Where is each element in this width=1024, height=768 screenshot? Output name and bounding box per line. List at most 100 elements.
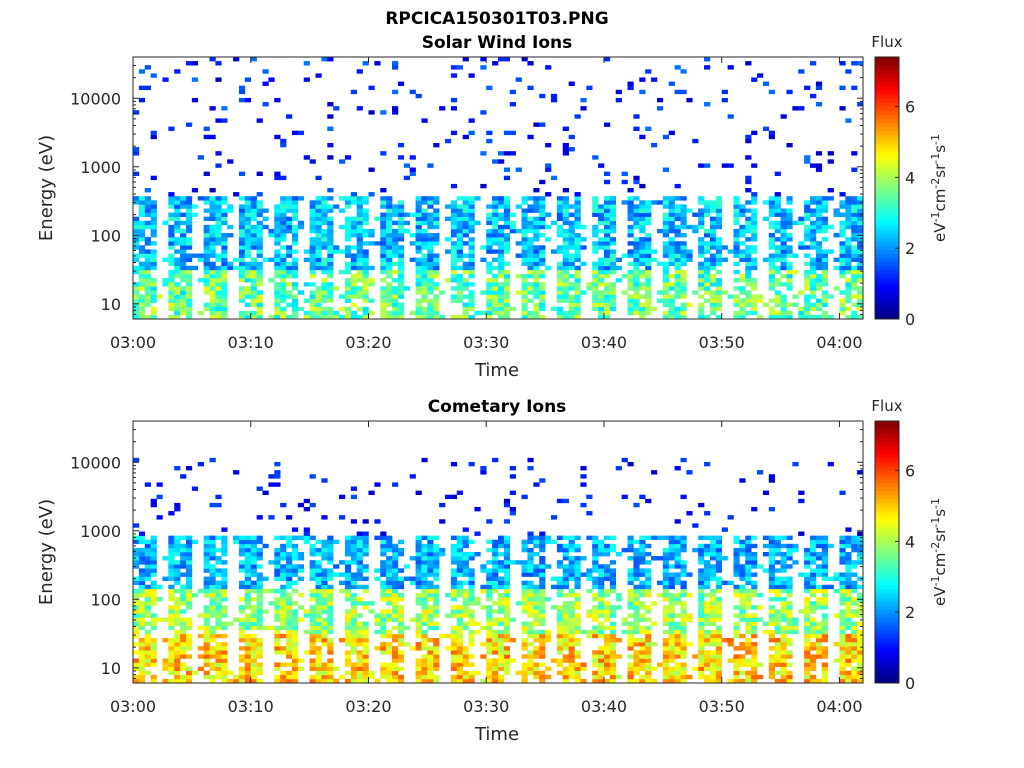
heatmap-cell bbox=[392, 605, 399, 610]
heatmap-cell bbox=[521, 200, 528, 205]
heatmap-cell bbox=[403, 163, 410, 168]
heatmap-cell bbox=[309, 646, 316, 651]
heatmap-cell bbox=[774, 253, 781, 258]
heatmap-cell bbox=[480, 470, 487, 475]
heatmap-cell bbox=[209, 457, 216, 463]
heatmap-cell bbox=[639, 572, 646, 577]
heatmap-cell bbox=[462, 278, 469, 283]
heatmap-cell bbox=[562, 237, 569, 242]
heatmap-cell bbox=[509, 102, 516, 107]
heatmap-cell bbox=[845, 253, 852, 258]
heatmap-cell bbox=[521, 302, 528, 308]
heatmap-cell bbox=[492, 568, 499, 573]
heatmap-cell bbox=[362, 633, 369, 639]
heatmap-cell bbox=[250, 617, 257, 622]
heatmap-cell bbox=[851, 249, 858, 254]
heatmap-cell bbox=[533, 265, 540, 271]
heatmap-cell bbox=[268, 77, 275, 82]
heatmap-cell bbox=[462, 269, 469, 275]
heatmap-cell bbox=[804, 298, 811, 303]
heatmap-cell bbox=[568, 310, 575, 316]
heatmap-cell bbox=[521, 314, 528, 320]
heatmap-cell bbox=[450, 556, 458, 561]
heatmap-cell bbox=[415, 646, 422, 651]
heatmap-cell bbox=[185, 564, 193, 569]
heatmap-cell bbox=[268, 233, 275, 238]
heatmap-cell bbox=[344, 200, 352, 205]
heatmap-cell bbox=[403, 625, 410, 631]
heatmap-cell bbox=[321, 261, 328, 267]
heatmap-cell bbox=[609, 568, 617, 573]
heatmap-cell bbox=[556, 286, 564, 291]
heatmap-cell bbox=[592, 282, 599, 287]
heatmap-cell bbox=[592, 576, 599, 581]
heatmap-cell bbox=[851, 269, 858, 275]
heatmap-cell bbox=[427, 163, 434, 168]
heatmap-cell bbox=[768, 278, 775, 283]
heatmap-cell bbox=[627, 310, 634, 316]
heatmap-cell bbox=[215, 633, 222, 639]
heatmap-cell bbox=[274, 678, 281, 684]
heatmap-cell bbox=[562, 572, 569, 577]
heatmap-cell bbox=[344, 306, 352, 312]
heatmap-cell bbox=[639, 249, 646, 254]
heatmap-cell bbox=[680, 269, 687, 275]
heatmap-cell bbox=[180, 298, 187, 303]
heatmap-cell bbox=[656, 106, 664, 111]
heatmap-cell bbox=[598, 273, 605, 279]
heatmap-cell bbox=[715, 237, 723, 242]
heatmap-cell bbox=[327, 237, 334, 242]
heatmap-cell bbox=[768, 241, 775, 246]
heatmap-cell bbox=[274, 666, 281, 672]
heatmap-cell bbox=[356, 531, 363, 536]
heatmap-cell bbox=[462, 609, 469, 614]
heatmap-cell bbox=[598, 601, 605, 606]
heatmap-cell bbox=[291, 273, 299, 279]
heatmap-cell bbox=[392, 241, 399, 246]
heatmap-cell bbox=[562, 286, 569, 291]
heatmap-cell bbox=[362, 674, 369, 680]
heatmap-cell bbox=[168, 269, 175, 275]
heatmap-cell bbox=[739, 298, 746, 303]
colorbar-segment bbox=[875, 159, 899, 164]
heatmap-cell bbox=[486, 249, 493, 254]
heatmap-cell bbox=[309, 547, 316, 553]
heatmap-cell bbox=[138, 269, 146, 275]
heatmap-cell bbox=[421, 196, 428, 201]
heatmap-cell bbox=[462, 535, 469, 541]
heatmap-cell bbox=[150, 282, 157, 287]
heatmap-cell bbox=[503, 167, 511, 172]
heatmap-cell bbox=[698, 502, 705, 508]
heatmap-cell bbox=[698, 576, 705, 581]
heatmap-cell bbox=[492, 273, 499, 279]
heatmap-cell bbox=[215, 547, 222, 553]
heatmap-cell bbox=[144, 658, 151, 663]
heatmap-cell bbox=[762, 257, 770, 262]
heatmap-cell bbox=[386, 208, 393, 213]
heatmap-cell bbox=[327, 601, 334, 606]
heatmap-cell bbox=[150, 547, 157, 553]
heatmap-cell bbox=[639, 273, 646, 279]
heatmap-cell bbox=[562, 547, 569, 553]
heatmap-cell bbox=[609, 547, 617, 553]
heatmap-cell bbox=[527, 466, 534, 471]
heatmap-cell bbox=[556, 265, 564, 271]
heatmap-cell bbox=[415, 666, 422, 672]
heatmap-cell bbox=[215, 286, 222, 291]
heatmap-cell bbox=[562, 535, 569, 541]
heatmap-cell bbox=[603, 605, 611, 610]
heatmap-cell bbox=[315, 621, 322, 626]
heatmap-cell bbox=[603, 658, 611, 663]
heatmap-cell bbox=[309, 621, 316, 626]
heatmap-cell bbox=[704, 613, 711, 618]
heatmap-cell bbox=[556, 609, 564, 614]
heatmap-cell bbox=[150, 265, 157, 271]
heatmap-cell bbox=[209, 106, 216, 111]
colorbar-segment bbox=[875, 167, 899, 173]
heatmap-cell bbox=[698, 282, 705, 287]
heatmap-cell bbox=[533, 245, 540, 250]
heatmap-cell bbox=[303, 650, 310, 655]
heatmap-cell bbox=[168, 588, 175, 594]
heatmap-cell bbox=[539, 245, 546, 250]
heatmap-cell bbox=[350, 560, 358, 565]
